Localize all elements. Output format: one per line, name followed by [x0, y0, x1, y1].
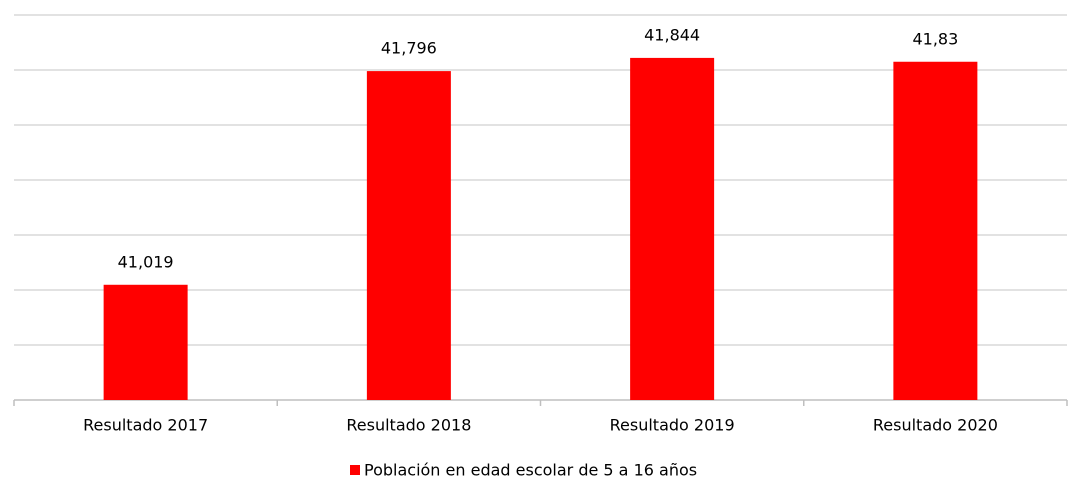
data-label: 41,844	[644, 25, 700, 44]
data-label: 41,796	[381, 39, 437, 58]
bar	[893, 61, 978, 400]
x-tick-label: Resultado 2018	[346, 416, 471, 435]
bar	[366, 71, 451, 400]
data-label: 41,83	[912, 29, 958, 48]
x-tick-label: Resultado 2019	[610, 416, 735, 435]
legend-label: Población en edad escolar de 5 a 16 años	[364, 461, 697, 480]
data-label: 41,019	[118, 252, 174, 271]
bar	[103, 284, 188, 400]
x-tick-label: Resultado 2017	[83, 416, 208, 435]
legend-swatch	[350, 465, 360, 475]
x-tick-label: Resultado 2020	[873, 416, 998, 435]
bar	[630, 57, 715, 401]
